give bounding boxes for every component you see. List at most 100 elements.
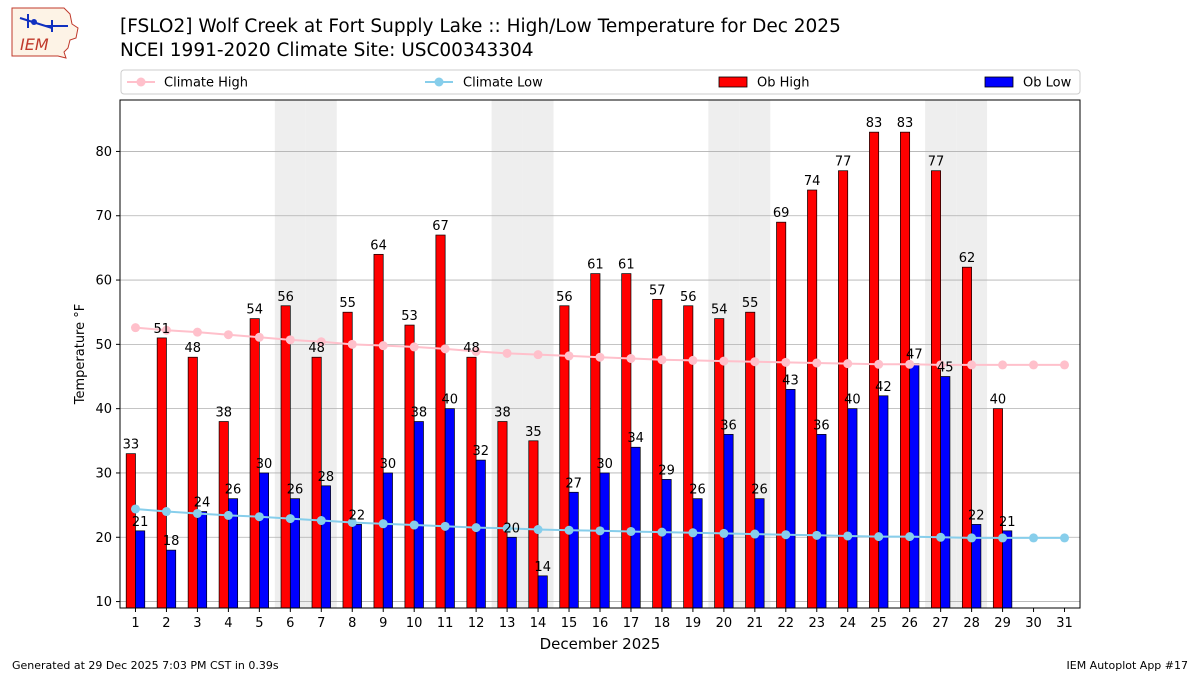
ob-low-label: 45: [937, 361, 954, 376]
ob-high-label: 64: [370, 238, 387, 253]
ob-high-label: 74: [804, 174, 821, 189]
ob-low-label: 22: [968, 508, 985, 523]
climate-low-point: [440, 521, 450, 531]
ob-low-bar: [506, 536, 517, 609]
climate-low-point: [626, 526, 636, 536]
ob-high-label: 53: [401, 309, 418, 324]
x-tick-label: 17: [623, 616, 640, 631]
climate-low-point: [843, 531, 853, 541]
x-tick-label: 27: [932, 616, 949, 631]
legend-label: Climate High: [164, 76, 248, 91]
ob-high-label: 40: [990, 393, 1007, 408]
x-tick-label: 9: [379, 616, 387, 631]
ob-low-bar: [351, 524, 362, 609]
climate-low-point: [347, 517, 357, 527]
y-tick-label: 60: [95, 274, 112, 289]
ob-high-bar: [404, 324, 415, 609]
ob-high-bar: [652, 298, 663, 609]
climate-high-point: [998, 360, 1008, 370]
x-tick-label: 19: [685, 616, 702, 631]
app-credit: IEM Autoplot App #17: [1066, 659, 1189, 672]
climate-low-point: [471, 523, 481, 533]
climate-low-point: [161, 507, 171, 517]
climate-high-point: [1029, 360, 1039, 370]
x-tick-label: 11: [437, 616, 454, 631]
x-tick-label: 8: [348, 616, 356, 631]
climate-low-point: [254, 512, 264, 522]
x-tick-label: 13: [499, 616, 516, 631]
x-tick-label: 4: [224, 616, 232, 631]
ob-high-label: 57: [649, 283, 666, 298]
ob-low-bar: [259, 472, 269, 609]
ob-high-bar: [156, 337, 167, 609]
ob-high-label: 38: [215, 406, 232, 421]
ob-high-label: 54: [711, 303, 728, 318]
climate-high-point: [161, 325, 171, 335]
ob-low-label: 30: [256, 457, 273, 472]
ob-high-bar: [745, 311, 756, 609]
ob-low-label: 14: [534, 560, 551, 575]
bars: [125, 131, 1013, 609]
climate-high-point: [812, 358, 822, 368]
legend: Climate High Climate Low Ob High Ob Low: [120, 69, 1081, 95]
x-tick-label: 21: [747, 616, 764, 631]
ob-low-bar: [537, 575, 548, 609]
ob-high-label: 56: [556, 290, 573, 305]
y-axis-ticks: 10 20 30 40 50 60 70 80: [95, 145, 120, 610]
climate-high-point: [657, 355, 667, 365]
ob-low-bar: [785, 389, 796, 609]
climate-high-point: [316, 337, 326, 347]
climate-low-point: [533, 525, 543, 535]
legend-label: Ob Low: [1023, 76, 1072, 91]
ob-low-label: 22: [349, 508, 366, 523]
climate-high-point: [967, 360, 977, 370]
ob-high-label: 67: [432, 219, 449, 234]
climate-low-point: [936, 532, 946, 542]
ob-high-label: 54: [246, 303, 263, 318]
ob-high-label: 56: [680, 290, 697, 305]
climate-low-point: [378, 519, 388, 529]
climate-high-point: [936, 360, 946, 370]
x-tick-label: 3: [193, 616, 201, 631]
climate-high-point: [750, 357, 760, 367]
ob-high-bar: [992, 408, 1003, 609]
climate-high-point: [192, 327, 202, 337]
ob-low-label: 21: [999, 515, 1016, 530]
ob-low-label: 34: [627, 431, 644, 446]
ob-low-bar: [754, 498, 765, 609]
generated-timestamp: Generated at 29 Dec 2025 7:03 PM CST in …: [12, 659, 279, 672]
x-tick-label: 29: [994, 616, 1011, 631]
ob-low-bar: [1002, 530, 1013, 609]
ob-low-label: 43: [782, 373, 799, 388]
iem-logo: IEM: [11, 7, 79, 59]
ob-high-bar: [497, 421, 508, 609]
climate-low-point: [812, 530, 822, 540]
ob-low-label: 36: [813, 418, 830, 433]
ob-low-bar: [475, 459, 486, 609]
ob-low-bar: [444, 408, 455, 609]
climate-high-point: [688, 355, 698, 365]
legend-item-ob-high: Ob High: [718, 76, 810, 91]
climate-low-point: [967, 533, 977, 543]
ob-high-label: 55: [339, 296, 356, 311]
ob-low-label: 18: [163, 534, 180, 549]
x-tick-label: 10: [406, 616, 423, 631]
ob-low-label: 38: [411, 406, 428, 421]
ob-low-label: 30: [596, 457, 613, 472]
y-tick-label: 10: [95, 595, 112, 610]
ob-high-label: 62: [959, 251, 976, 266]
ob-high-label: 77: [928, 155, 945, 170]
ob-low-bar: [878, 395, 889, 609]
ob-high-label: 35: [525, 425, 542, 440]
ob-high-bar: [807, 189, 818, 609]
ob-high-bar: [373, 253, 384, 609]
x-tick-label: 6: [286, 616, 294, 631]
x-tick-label: 24: [839, 616, 856, 631]
x-axis-ticks: 1 2 3 4 5 6 7 8 9 10 11 12 13 14 15 16 17 18 19 20 21 22 23 24 2…: [131, 608, 1073, 631]
climate-low-point: [502, 523, 512, 533]
ob-high-bar: [961, 266, 972, 609]
climate-low-point: [688, 528, 698, 538]
x-tick-label: 30: [1025, 616, 1042, 631]
x-tick-label: 5: [255, 616, 263, 631]
ob-high-label: 69: [773, 206, 790, 221]
